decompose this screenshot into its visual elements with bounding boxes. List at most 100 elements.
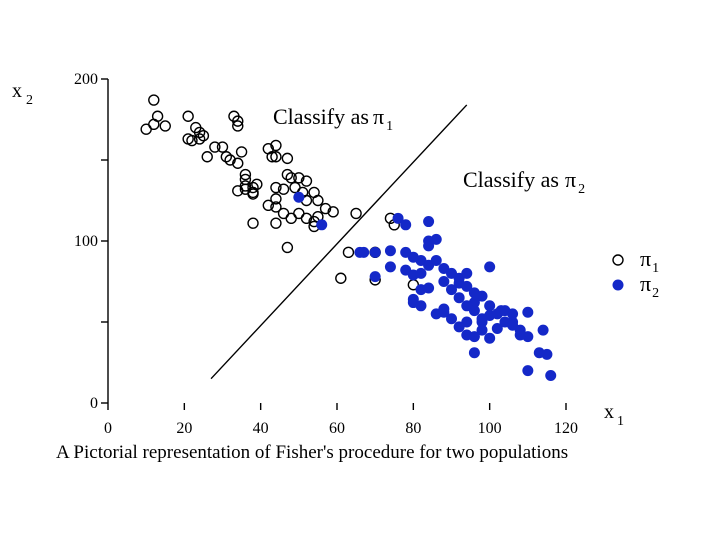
y-tick-label: 100: [74, 233, 98, 250]
pi1-point: [270, 181, 282, 194]
pi1-point: [159, 120, 171, 132]
legend: π1 π2: [612, 246, 659, 301]
legend-marker-pi1: [612, 254, 624, 266]
x-tick-label: 40: [253, 420, 269, 437]
pi2-point: [453, 321, 465, 333]
pi1-point: [201, 151, 213, 163]
pi1-point: [266, 151, 278, 163]
pi2-point: [514, 329, 526, 341]
pi1-point: [148, 94, 160, 106]
pi1-point: [281, 241, 294, 254]
region-label-pi2: Classify as π 2: [463, 167, 585, 197]
x-tick-label: 80: [405, 420, 421, 437]
pi2-point: [476, 290, 488, 302]
series-pi1-points: [140, 94, 420, 291]
pi2-point: [545, 369, 557, 381]
pi1-point: [224, 154, 236, 166]
pi1-point: [235, 146, 248, 158]
pi2-point: [484, 332, 496, 344]
x-tick-label: 60: [329, 420, 345, 437]
pi2-point: [491, 322, 503, 334]
x-tick-label: 100: [478, 420, 502, 437]
x-tick-label: 20: [176, 420, 192, 437]
pi2-point: [484, 261, 496, 273]
pi1-point: [182, 110, 194, 122]
pi2-point: [476, 324, 488, 336]
pi1-point: [247, 181, 259, 194]
pi1-point: [270, 217, 282, 229]
pi1-point: [209, 141, 221, 153]
pi2-point: [522, 306, 534, 318]
pi2-point: [446, 313, 457, 325]
pi1-point: [216, 141, 229, 153]
pi2-point: [407, 293, 419, 305]
pi1-point: [281, 168, 294, 181]
pi1-point: [270, 193, 282, 205]
chart-caption: A Pictorial representation of Fisher's p…: [56, 442, 568, 463]
pi2-point: [430, 254, 442, 266]
pi2-point: [461, 300, 473, 312]
decision-boundary-line: [210, 104, 468, 380]
pi1-point: [197, 129, 210, 142]
pi2-point: [400, 246, 412, 258]
pi1-point: [148, 118, 160, 131]
pi1-point: [270, 151, 282, 163]
pi2-point: [316, 219, 328, 231]
pi2-point: [438, 306, 450, 318]
pi1-point: [239, 168, 252, 181]
series-pi2-points: [293, 191, 557, 381]
pi2-point: [484, 300, 496, 312]
pi2-point: [468, 331, 480, 343]
legend-label-pi1: π1: [640, 246, 659, 276]
pi1-point: [193, 126, 206, 139]
pi1-point: [350, 207, 362, 220]
pi1-point: [232, 185, 244, 197]
pi2-point: [415, 267, 427, 279]
y-tick-label: 0: [90, 395, 98, 412]
pi1-point: [232, 157, 244, 169]
pi1-point: [247, 217, 259, 229]
pi2-point: [369, 246, 381, 258]
pi1-point: [319, 202, 332, 215]
pi1-point: [270, 201, 282, 213]
pi1-point: [232, 115, 244, 127]
pi2-point: [453, 292, 465, 304]
y-tick-label: 200: [74, 71, 98, 88]
pi1-point: [293, 172, 305, 184]
pi2-point: [438, 276, 450, 287]
pi1-point: [270, 139, 282, 152]
pi1-point: [186, 134, 198, 147]
pi2-point: [522, 365, 534, 377]
pi2-point: [507, 319, 519, 331]
pi2-point: [461, 280, 473, 292]
pi1-point: [247, 186, 259, 199]
pi1-point: [335, 272, 347, 284]
pi1-point: [262, 199, 274, 212]
pi2-point: [392, 212, 404, 224]
pi2-point: [468, 347, 480, 359]
x-tick-label: 0: [104, 420, 112, 437]
pi1-point: [281, 152, 294, 165]
pi1-point: [300, 212, 313, 225]
pi2-point: [541, 348, 553, 360]
pi2-point: [499, 305, 511, 317]
pi2-point: [415, 300, 427, 312]
region-label-pi1: Classify as π 1: [273, 104, 393, 134]
x-ticks: 0 20 40 60 80 100 120: [104, 403, 578, 437]
pi2-point: [384, 245, 396, 257]
pi2-point: [293, 191, 305, 203]
pi2-point: [461, 267, 473, 279]
pi1-point: [220, 151, 233, 163]
pi2-point: [384, 261, 396, 273]
pi2-point: [476, 313, 488, 325]
pi1-point: [327, 206, 339, 218]
pi2-point: [400, 219, 412, 231]
x-tick-label: 120: [554, 420, 578, 437]
legend-marker-pi2: [612, 279, 624, 291]
legend-label-pi2: π2: [640, 271, 659, 301]
y-ticks: 0 100 200: [74, 71, 108, 412]
pi1-point: [277, 183, 290, 195]
